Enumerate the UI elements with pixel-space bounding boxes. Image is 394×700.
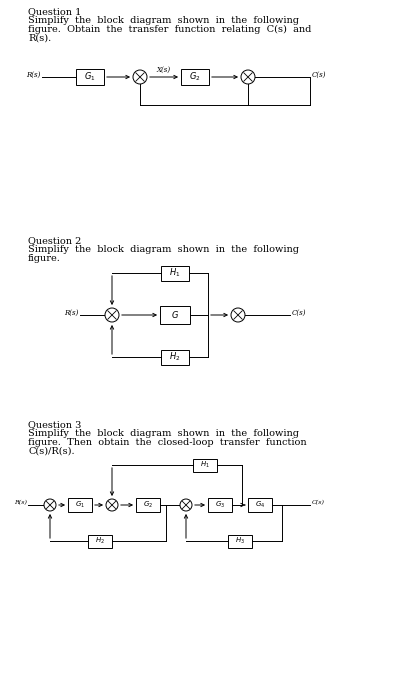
FancyBboxPatch shape — [136, 498, 160, 512]
Text: R(s): R(s) — [26, 71, 40, 79]
Text: figure.  Obtain  the  transfer  function  relating  C(s)  and: figure. Obtain the transfer function rel… — [28, 25, 311, 34]
Text: Question 3: Question 3 — [28, 420, 82, 429]
Circle shape — [106, 499, 118, 511]
Text: Question 2: Question 2 — [28, 236, 82, 245]
FancyBboxPatch shape — [76, 69, 104, 85]
Text: figure.: figure. — [28, 254, 61, 263]
Text: R(s).: R(s). — [28, 34, 51, 43]
Text: $G_1$: $G_1$ — [75, 500, 85, 510]
Text: Question 1: Question 1 — [28, 7, 82, 16]
Circle shape — [241, 70, 255, 84]
Text: Simplify  the  block  diagram  shown  in  the  following: Simplify the block diagram shown in the … — [28, 245, 299, 254]
Text: Simplify  the  block  diagram  shown  in  the  following: Simplify the block diagram shown in the … — [28, 16, 299, 25]
FancyBboxPatch shape — [248, 498, 272, 512]
Text: $H_2$: $H_2$ — [95, 536, 105, 546]
FancyBboxPatch shape — [181, 69, 209, 85]
FancyBboxPatch shape — [208, 498, 232, 512]
Text: $G_3$: $G_3$ — [215, 500, 225, 510]
Circle shape — [180, 499, 192, 511]
Text: C(s): C(s) — [312, 71, 327, 79]
FancyBboxPatch shape — [161, 265, 189, 281]
Circle shape — [44, 499, 56, 511]
Text: R(s): R(s) — [14, 500, 27, 505]
FancyBboxPatch shape — [228, 535, 252, 547]
Text: R(s): R(s) — [63, 309, 78, 317]
FancyBboxPatch shape — [161, 349, 189, 365]
Circle shape — [105, 308, 119, 322]
Text: $G_2$: $G_2$ — [189, 71, 201, 83]
Text: $H_1$: $H_1$ — [169, 267, 181, 279]
Text: figure.  Then  obtain  the  closed-loop  transfer  function: figure. Then obtain the closed-loop tran… — [28, 438, 307, 447]
FancyBboxPatch shape — [193, 458, 217, 472]
Text: C(s)/R(s).: C(s)/R(s). — [28, 447, 74, 456]
Text: X(s): X(s) — [157, 66, 171, 74]
Text: $H_2$: $H_2$ — [169, 351, 181, 363]
Text: $G_2$: $G_2$ — [143, 500, 153, 510]
Text: $H_3$: $H_3$ — [235, 536, 245, 546]
Text: C(s): C(s) — [312, 500, 325, 505]
Text: $G_4$: $G_4$ — [255, 500, 265, 510]
Circle shape — [231, 308, 245, 322]
FancyBboxPatch shape — [160, 306, 190, 324]
FancyBboxPatch shape — [68, 498, 92, 512]
Text: C(s): C(s) — [292, 309, 307, 317]
Text: $H_1$: $H_1$ — [200, 460, 210, 470]
Text: $G$: $G$ — [171, 309, 179, 321]
FancyBboxPatch shape — [88, 535, 112, 547]
Circle shape — [133, 70, 147, 84]
Text: $G_1$: $G_1$ — [84, 71, 96, 83]
Text: Simplify  the  block  diagram  shown  in  the  following: Simplify the block diagram shown in the … — [28, 429, 299, 438]
